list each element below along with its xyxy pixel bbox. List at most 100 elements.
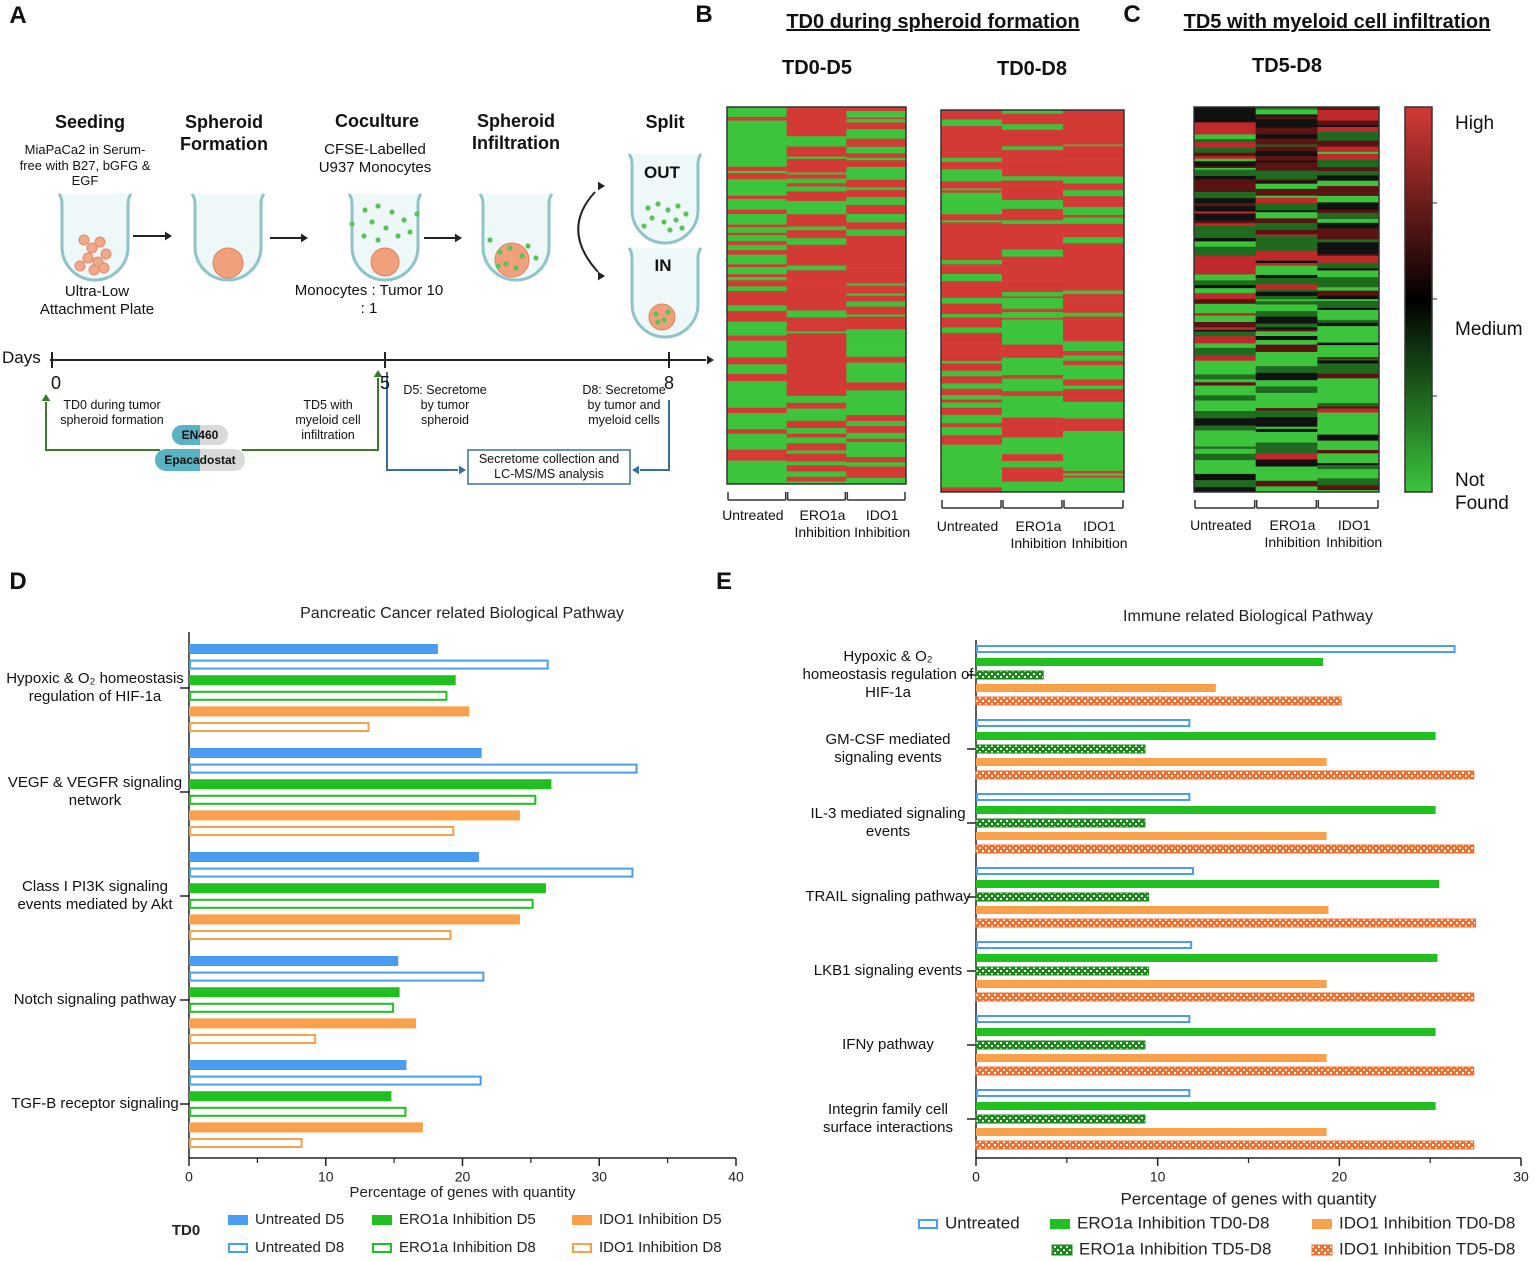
heatmap-row bbox=[846, 375, 907, 383]
heatmap-row bbox=[1063, 134, 1125, 140]
heatmap-row bbox=[1002, 445, 1064, 450]
monocyte bbox=[661, 317, 667, 323]
heatmap-row bbox=[1063, 375, 1125, 380]
heatmap-row bbox=[1255, 243, 1318, 252]
heatmap-row bbox=[1255, 466, 1318, 471]
heatmap-row bbox=[846, 174, 907, 181]
heatmap-row bbox=[846, 274, 907, 279]
heatmap-row bbox=[1317, 366, 1380, 375]
spheroid bbox=[494, 242, 530, 278]
monocyte bbox=[497, 249, 503, 255]
heatmap-row bbox=[1002, 245, 1064, 250]
heatmap-row bbox=[1317, 195, 1380, 203]
heatmap-row bbox=[1002, 384, 1064, 392]
heatmap-row bbox=[1194, 139, 1256, 143]
heatmap-row bbox=[1063, 290, 1125, 293]
heatmap-row bbox=[941, 181, 1003, 189]
column-label: IDO1 Inhibition bbox=[1071, 518, 1128, 551]
heatmap-row bbox=[1063, 324, 1125, 331]
heatmap-row bbox=[727, 395, 787, 403]
heatmap-row bbox=[846, 309, 907, 315]
bar bbox=[976, 880, 1440, 888]
monocyte bbox=[395, 233, 401, 239]
heatmap-row bbox=[846, 316, 907, 323]
legend-label: IDO1 Inhibition TD5-D8 bbox=[1339, 1239, 1515, 1258]
heatmap-row bbox=[1317, 440, 1380, 445]
heatmap-row bbox=[727, 351, 787, 354]
heatmap-row bbox=[1194, 400, 1256, 405]
heatmap-row bbox=[1063, 316, 1125, 323]
step-title: Split bbox=[645, 112, 685, 132]
heatmap-row bbox=[727, 286, 787, 292]
heatmap-row bbox=[941, 451, 1003, 460]
heatmap-row bbox=[941, 281, 1003, 286]
bar bbox=[975, 696, 1342, 706]
arrow-head bbox=[707, 355, 714, 365]
bar bbox=[189, 930, 452, 940]
heatmap-row bbox=[1002, 118, 1064, 125]
heatmap-row bbox=[846, 360, 907, 363]
bar bbox=[975, 1040, 1146, 1050]
bar bbox=[975, 892, 1150, 902]
heatmap-row bbox=[727, 381, 787, 389]
heatmap-row bbox=[1002, 303, 1064, 309]
heatmap-row bbox=[941, 487, 1003, 493]
heatmap-row bbox=[786, 244, 847, 252]
bar bbox=[976, 645, 1456, 653]
heatmap-row bbox=[786, 161, 847, 164]
heatmap-row bbox=[1002, 124, 1064, 131]
bar bbox=[976, 1015, 1191, 1023]
heatmap-row bbox=[1002, 417, 1064, 426]
heatmap-row bbox=[846, 264, 907, 268]
heatmap-row bbox=[1063, 411, 1125, 419]
heatmap-row bbox=[1194, 285, 1256, 289]
heatmap-row bbox=[1002, 136, 1064, 140]
heatmap-row bbox=[786, 191, 847, 200]
heatmap-row bbox=[1317, 345, 1380, 353]
heatmap-row bbox=[727, 195, 787, 200]
heatmap-row bbox=[786, 304, 847, 311]
heatmap-row bbox=[941, 414, 1003, 417]
heatmap-row bbox=[1255, 250, 1318, 255]
heatmap-row bbox=[1063, 163, 1125, 169]
heatmap-row bbox=[1317, 358, 1380, 361]
heatmap-row bbox=[1255, 366, 1318, 374]
heatmap-row bbox=[941, 320, 1003, 328]
bar bbox=[976, 954, 1438, 962]
heatmap-row bbox=[1317, 396, 1380, 400]
heatmap-row bbox=[1194, 243, 1256, 248]
heatmap-row bbox=[846, 204, 907, 212]
heatmap-row bbox=[786, 405, 847, 409]
heatmap-row bbox=[1317, 443, 1380, 451]
heatmap-row bbox=[1002, 173, 1064, 177]
heatmap-row bbox=[1063, 464, 1125, 472]
heatmap-row bbox=[1002, 474, 1064, 482]
heatmap-row bbox=[727, 387, 787, 396]
heatmap-row bbox=[1317, 330, 1380, 338]
heatmap-row bbox=[1255, 274, 1318, 279]
heatmap-row bbox=[1002, 431, 1064, 438]
heatmap-row bbox=[1194, 460, 1256, 467]
heatmap-row bbox=[1063, 300, 1125, 308]
heatmap-row bbox=[727, 274, 787, 278]
heatmap-row bbox=[941, 317, 1003, 321]
heatmap-row bbox=[1002, 375, 1064, 379]
heatmap-row bbox=[727, 402, 787, 409]
heatmap-row bbox=[1317, 342, 1380, 346]
heatmap-row bbox=[941, 274, 1003, 282]
heatmap-row bbox=[941, 174, 1003, 182]
heatmap-row bbox=[786, 107, 847, 109]
heatmap-row bbox=[1063, 287, 1125, 291]
heatmap-row bbox=[727, 357, 787, 365]
bar bbox=[976, 658, 1323, 666]
heatmap-row bbox=[1317, 186, 1380, 193]
heatmap-row bbox=[727, 332, 787, 336]
x-axis-label: Percentage of genes with quantity bbox=[1120, 1189, 1377, 1208]
heatmap-row bbox=[1002, 308, 1064, 313]
bar bbox=[975, 966, 1150, 976]
heatmap-row bbox=[727, 217, 787, 223]
monocyte bbox=[675, 203, 681, 209]
heatmap-row bbox=[1317, 453, 1380, 461]
heatmap-row bbox=[1255, 170, 1318, 176]
heatmap-row bbox=[1002, 488, 1064, 491]
